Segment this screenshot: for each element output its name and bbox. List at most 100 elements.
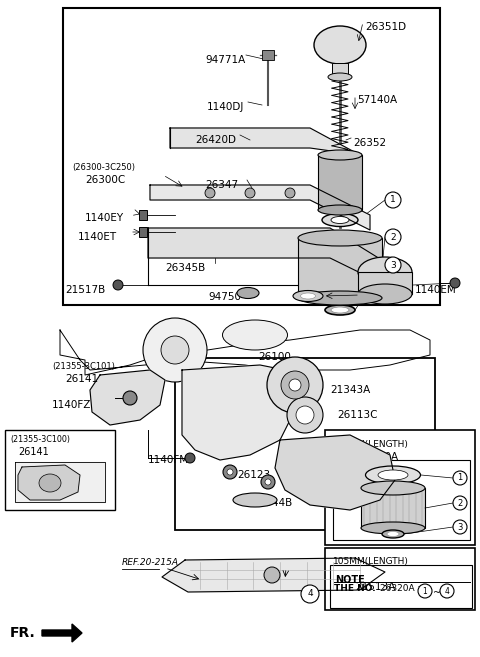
Text: 26420D: 26420D	[195, 135, 236, 145]
Text: REF.20-215A: REF.20-215A	[122, 558, 179, 567]
Circle shape	[301, 585, 319, 603]
Polygon shape	[162, 558, 385, 592]
Circle shape	[385, 192, 401, 208]
Text: 3: 3	[390, 260, 396, 269]
Bar	[175, 358, 435, 530]
Ellipse shape	[331, 217, 349, 223]
Bar	[139, 210, 147, 220]
Text: 1140ET: 1140ET	[78, 232, 117, 242]
Text: 57140A: 57140A	[357, 95, 397, 105]
Text: 1: 1	[422, 587, 427, 595]
Text: NOTE: NOTE	[335, 575, 365, 585]
Ellipse shape	[365, 466, 420, 484]
Circle shape	[453, 520, 467, 534]
Ellipse shape	[223, 320, 288, 350]
Text: 4: 4	[444, 587, 449, 595]
Text: 26343S: 26343S	[310, 295, 350, 305]
Text: 14130: 14130	[300, 448, 333, 458]
Bar	[262, 50, 274, 60]
Ellipse shape	[233, 493, 277, 507]
Circle shape	[223, 465, 237, 479]
Text: 2: 2	[457, 499, 463, 507]
Bar	[318, 155, 362, 210]
Text: 26320A: 26320A	[358, 452, 398, 462]
Ellipse shape	[378, 470, 408, 480]
Ellipse shape	[358, 284, 412, 304]
Circle shape	[285, 188, 295, 198]
Bar	[63, 8, 440, 305]
Bar	[361, 488, 425, 528]
Bar	[325, 548, 475, 610]
Ellipse shape	[387, 532, 399, 537]
Circle shape	[267, 357, 323, 413]
Ellipse shape	[293, 290, 323, 302]
Ellipse shape	[358, 257, 412, 287]
Bar	[330, 565, 472, 608]
Bar	[298, 238, 382, 298]
Ellipse shape	[382, 530, 404, 538]
Polygon shape	[182, 365, 290, 460]
Ellipse shape	[298, 291, 382, 305]
Circle shape	[453, 496, 467, 510]
Ellipse shape	[318, 150, 362, 160]
Text: 1140EM: 1140EM	[415, 285, 457, 295]
Text: (26300-3C250): (26300-3C250)	[72, 163, 135, 172]
Circle shape	[261, 475, 275, 489]
Ellipse shape	[318, 205, 362, 215]
Text: 26352: 26352	[353, 138, 386, 148]
Bar	[332, 63, 348, 77]
Text: 1140FZ: 1140FZ	[52, 400, 91, 410]
Text: 130MM(LENGTH): 130MM(LENGTH)	[333, 440, 409, 449]
Bar	[325, 430, 475, 545]
Ellipse shape	[331, 307, 349, 313]
Text: 26113C: 26113C	[337, 410, 377, 420]
Circle shape	[123, 391, 137, 405]
Text: 21517B: 21517B	[65, 285, 105, 295]
Text: 21343A: 21343A	[330, 385, 370, 395]
Circle shape	[185, 453, 195, 463]
Circle shape	[281, 371, 309, 399]
Text: 94771A: 94771A	[205, 55, 245, 65]
Bar	[5, 430, 115, 510]
Text: 2: 2	[390, 233, 396, 242]
Circle shape	[289, 379, 301, 391]
Ellipse shape	[361, 522, 425, 534]
Text: 1140FM: 1140FM	[148, 455, 189, 465]
Ellipse shape	[298, 230, 382, 246]
Ellipse shape	[361, 481, 425, 495]
Text: THE NO.: THE NO.	[334, 584, 376, 593]
Circle shape	[440, 584, 454, 598]
Text: 26100: 26100	[258, 352, 291, 362]
Circle shape	[113, 280, 123, 290]
Text: 105MM(LENGTH): 105MM(LENGTH)	[333, 557, 409, 566]
Text: FR.: FR.	[10, 626, 36, 640]
Ellipse shape	[328, 73, 352, 81]
Ellipse shape	[300, 293, 315, 299]
Circle shape	[418, 584, 432, 598]
Circle shape	[450, 278, 460, 288]
Polygon shape	[148, 228, 385, 285]
Polygon shape	[275, 435, 395, 510]
Text: 26141: 26141	[18, 447, 49, 457]
Polygon shape	[15, 462, 105, 502]
Text: 1: 1	[390, 196, 396, 204]
Text: 21513A: 21513A	[355, 582, 395, 592]
Circle shape	[385, 229, 401, 245]
Text: 4: 4	[307, 589, 313, 599]
Text: (21355-3C101): (21355-3C101)	[52, 362, 115, 371]
Text: 3: 3	[457, 522, 463, 532]
Text: 1140EY: 1140EY	[85, 213, 124, 223]
Text: 26123: 26123	[237, 470, 270, 480]
Text: 26320A :: 26320A :	[380, 584, 420, 593]
Bar	[333, 460, 470, 540]
Circle shape	[143, 318, 207, 382]
Circle shape	[287, 397, 323, 433]
Bar	[358, 272, 412, 294]
Text: 26300C: 26300C	[85, 175, 125, 185]
Ellipse shape	[39, 474, 61, 492]
Text: 26347: 26347	[205, 180, 238, 190]
Circle shape	[453, 471, 467, 485]
Text: 26344B: 26344B	[252, 498, 292, 508]
Text: 26141: 26141	[65, 374, 98, 384]
Polygon shape	[42, 624, 82, 642]
